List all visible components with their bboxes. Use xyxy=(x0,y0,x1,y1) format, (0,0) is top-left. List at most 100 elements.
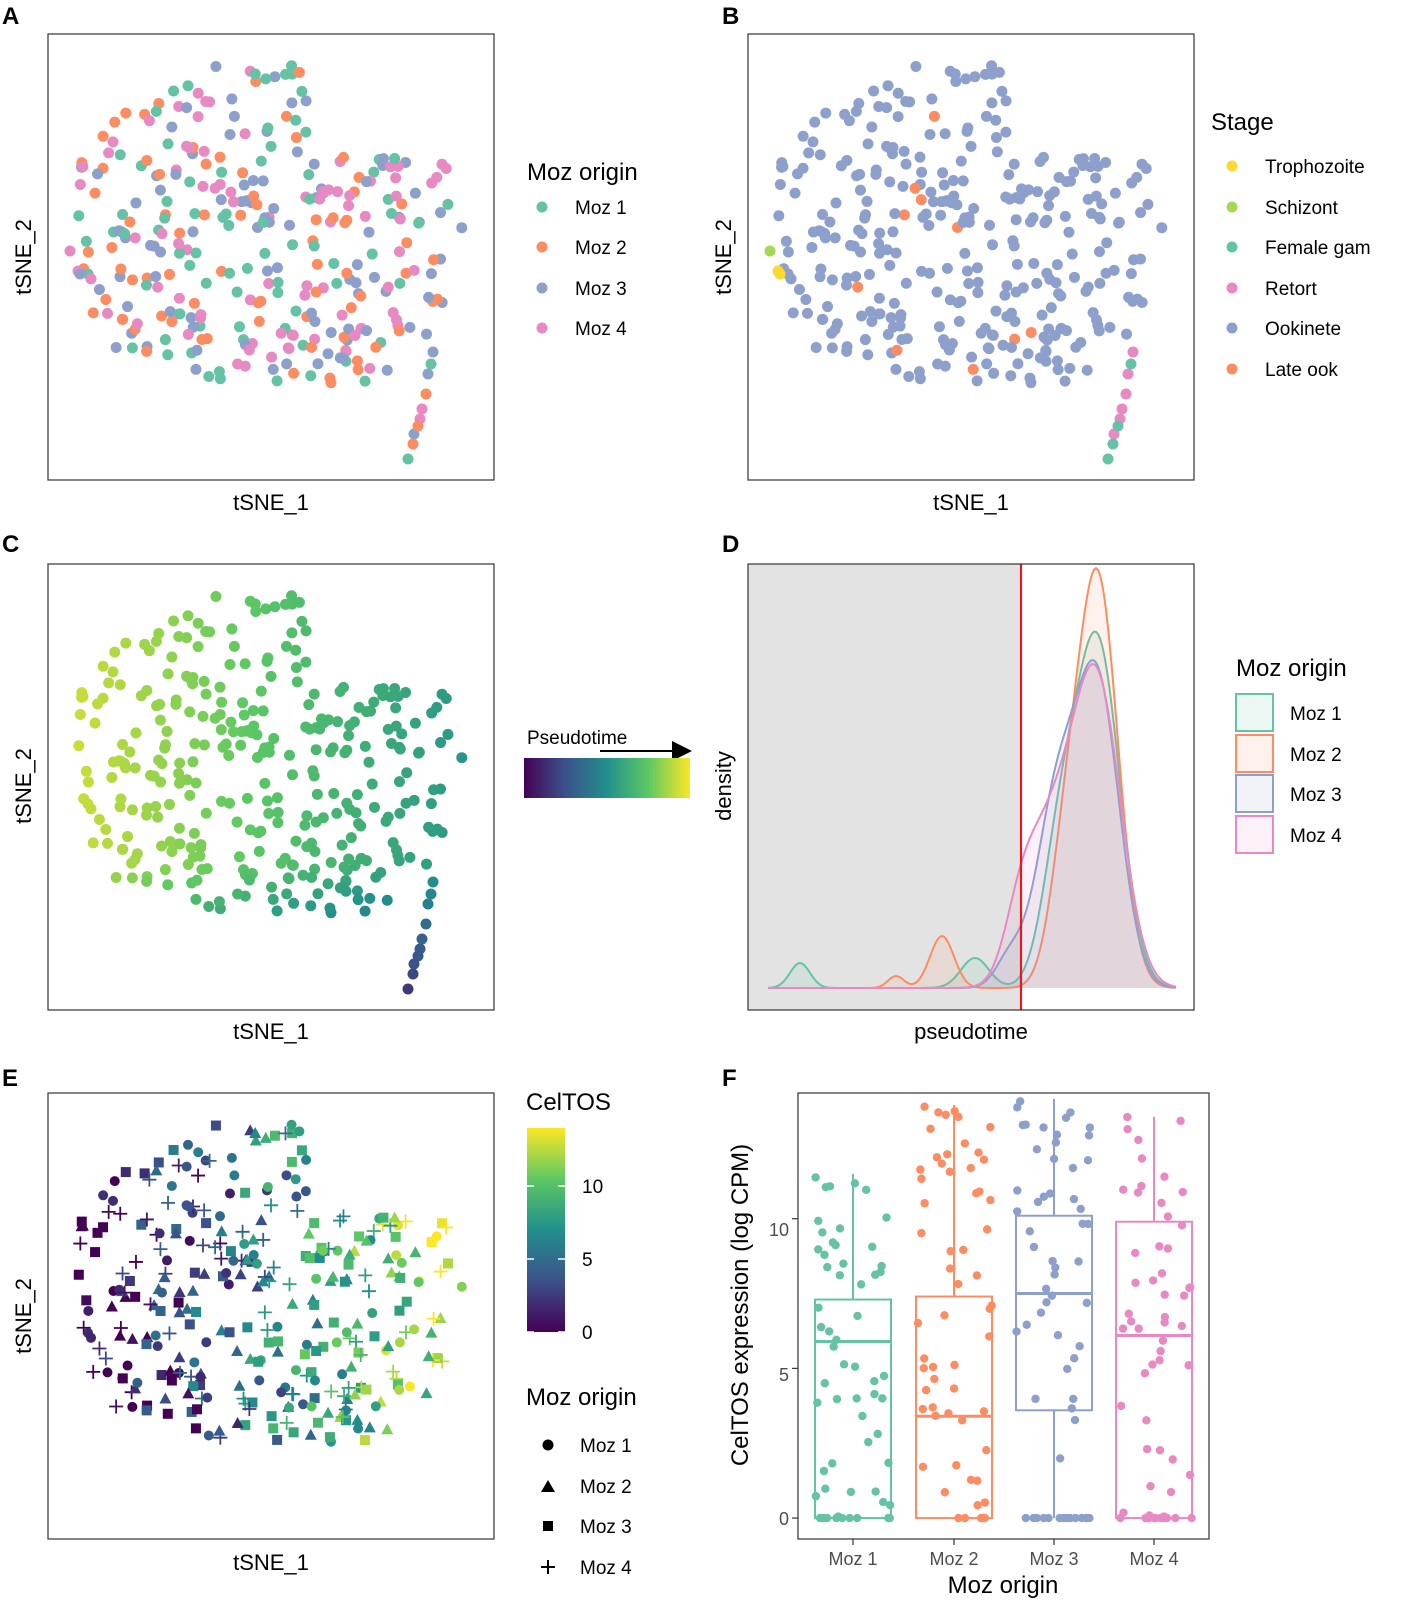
panel-c-point xyxy=(152,811,164,823)
panel-e-point xyxy=(83,1305,94,1316)
legend-b-label-3: Female gam xyxy=(1265,238,1371,259)
panel-c-point xyxy=(110,872,122,884)
panel-a-point xyxy=(324,372,336,384)
panel-b-point xyxy=(1090,172,1102,184)
panel-b-point xyxy=(866,121,878,133)
panel-e-point xyxy=(335,1410,350,1425)
panel-a-point xyxy=(255,155,267,167)
panel-b-point xyxy=(965,140,977,152)
panel-a-point xyxy=(253,315,265,327)
f-point xyxy=(945,1167,955,1176)
panel-a-point xyxy=(288,367,300,379)
panel-e-point xyxy=(114,1329,127,1341)
panel-a-point xyxy=(154,184,166,196)
panel-e-point xyxy=(341,1380,356,1395)
density-area-2 xyxy=(768,568,1176,988)
panel-b-point xyxy=(1061,176,1073,188)
panel-a-point xyxy=(181,102,193,114)
panel-e-point xyxy=(253,1356,264,1367)
f-point xyxy=(1159,1512,1169,1521)
legend-b-label-2: Schizont xyxy=(1265,198,1339,219)
panel-e-point xyxy=(286,1156,297,1167)
panel-c-point xyxy=(404,851,416,863)
f-point xyxy=(1160,1172,1169,1181)
panel-a-point xyxy=(238,179,250,191)
panel-b-point xyxy=(925,186,937,198)
panel-c-point xyxy=(189,738,201,750)
panel-b-point xyxy=(986,239,998,251)
panel-b-point xyxy=(1126,177,1138,189)
panel-b-point xyxy=(874,227,886,239)
panel-a-point xyxy=(248,190,260,202)
panel-c-point xyxy=(101,837,113,849)
panel-e-point xyxy=(322,1406,335,1418)
panel-a-point xyxy=(407,438,419,450)
panel-b-point xyxy=(873,292,885,304)
panel-a-point xyxy=(173,292,185,304)
panel-a-point xyxy=(390,190,402,202)
panel-c-point xyxy=(293,596,305,608)
panel-a-point xyxy=(159,212,171,224)
panel-c-point xyxy=(312,888,324,900)
panel-b-point xyxy=(856,310,868,322)
panel-b-point xyxy=(1006,341,1018,353)
panel-b-point xyxy=(815,263,827,275)
panel-a-point xyxy=(162,349,174,361)
panel-e-point xyxy=(337,1369,348,1380)
f-point xyxy=(1075,1342,1084,1351)
panel-c-point xyxy=(198,739,210,751)
panel-b-point xyxy=(797,130,809,142)
f-point xyxy=(943,1150,952,1159)
panel-e-point xyxy=(378,1212,389,1223)
panel-b-point xyxy=(1010,286,1022,298)
panel-e-point xyxy=(152,1341,163,1352)
panel-e-point xyxy=(394,1384,405,1395)
panel-a-point xyxy=(297,339,309,351)
panel-b-point xyxy=(990,305,1002,317)
panel-a-point xyxy=(268,202,280,214)
panel-c-point xyxy=(408,794,420,806)
panel-a-point xyxy=(300,126,312,138)
panel-b-point xyxy=(773,210,785,222)
panel-a-point xyxy=(251,199,263,211)
panel-e-point xyxy=(127,1401,138,1412)
panel-c-point xyxy=(363,756,375,768)
panel-c-point xyxy=(247,705,259,717)
legend-d-label-2: Moz 2 xyxy=(1290,745,1342,766)
panel-b-point xyxy=(932,358,944,370)
panel-e-point xyxy=(271,1345,284,1357)
panel-b-point xyxy=(941,262,953,274)
panel-e-point xyxy=(90,1247,101,1258)
panel-c-point xyxy=(214,681,226,693)
legend-a-key-1 xyxy=(536,201,548,213)
f-point xyxy=(973,1476,982,1485)
f-point xyxy=(1158,1336,1168,1345)
f-point xyxy=(1157,1198,1166,1208)
panel-a-point xyxy=(271,375,283,387)
f-point xyxy=(972,1271,982,1280)
panel-e-point xyxy=(311,1345,322,1356)
panel-e-point xyxy=(184,1319,195,1330)
panel-c-point xyxy=(272,817,284,829)
panel-c-point xyxy=(413,747,425,759)
panel-c-point xyxy=(393,776,405,788)
panel-b-point xyxy=(1108,264,1120,276)
panel-e-point xyxy=(226,1152,237,1163)
f-point xyxy=(1186,1283,1195,1292)
panel-a-point xyxy=(286,239,298,251)
panel-a-point xyxy=(119,228,131,240)
legend-b-key-3 xyxy=(1226,241,1238,253)
panel-e-point xyxy=(382,1340,395,1352)
panel-a-point xyxy=(327,212,339,224)
panel-c-point xyxy=(155,776,167,788)
panel-label-e: E xyxy=(2,1065,18,1092)
panel-c-point xyxy=(304,723,316,735)
panel-a-point xyxy=(156,228,168,240)
panel-e-point xyxy=(456,1281,467,1292)
panel-e-point xyxy=(369,1331,380,1342)
panel-c-point xyxy=(368,696,380,708)
f-point xyxy=(1029,1513,1038,1523)
panel-c-point xyxy=(427,876,439,888)
f-point xyxy=(1163,1212,1173,1221)
panel-b-point xyxy=(852,281,864,293)
